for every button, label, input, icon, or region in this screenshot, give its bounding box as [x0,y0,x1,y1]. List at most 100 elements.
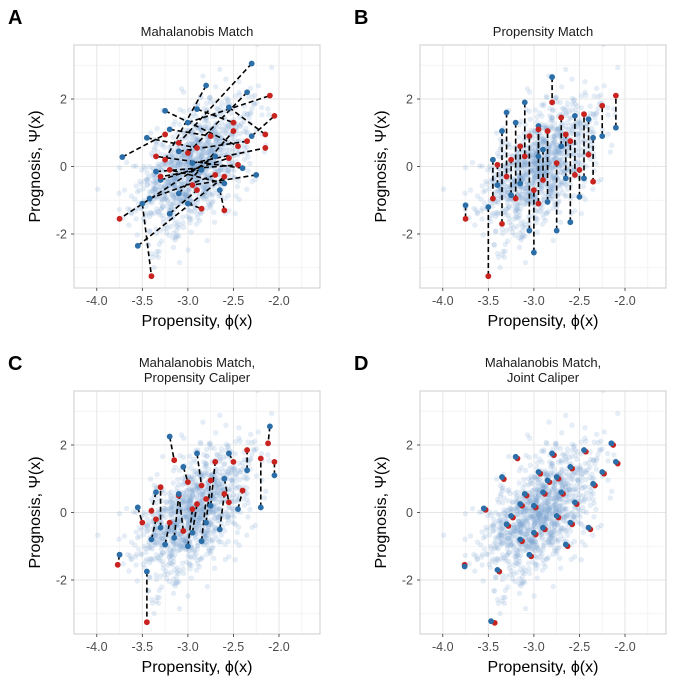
background-point [559,525,565,531]
background-point [218,520,224,526]
background-point [533,497,539,504]
background-point [492,189,499,195]
background-point [547,159,553,165]
background-point [558,532,564,539]
background-point [519,196,525,202]
background-point [529,141,536,148]
background-point [593,111,599,117]
background-point [494,544,500,551]
background-point [497,535,503,542]
background-point [559,496,565,502]
background-point [192,472,198,478]
background-point [551,156,558,162]
treated-point [576,193,583,200]
background-point [539,484,546,491]
background-point [203,117,210,124]
background-point [252,438,258,444]
background-point [528,478,534,484]
background-point [462,190,468,196]
background-point [551,164,557,170]
background-point [505,550,512,556]
background-point [568,556,574,563]
background-point [533,497,539,504]
background-point [554,99,560,105]
background-point [175,524,181,531]
treated-point [530,529,537,536]
background-point [543,472,549,479]
background-point [515,158,521,165]
background-point [509,499,516,506]
background-point [152,145,158,151]
x-tick-label: -3.5 [132,640,154,654]
background-point [563,528,569,534]
background-point [252,522,258,529]
treated-point [221,475,228,482]
background-point [148,189,154,195]
background-point [480,535,487,541]
background-point [116,206,122,213]
background-point [510,549,516,555]
control-point [184,150,191,156]
background-point [487,564,494,571]
background-point [169,500,175,506]
background-point [607,495,614,501]
background-point [564,450,570,457]
background-point [169,504,175,510]
background-point [144,182,150,189]
control-point [494,161,501,168]
background-point [555,126,561,132]
y-tick-label: 2 [60,93,67,107]
background-point [535,492,542,498]
background-point [486,561,492,568]
background-point [194,211,200,217]
background-point [188,209,195,215]
background-point [569,453,575,459]
control-point [585,151,592,158]
background-point [513,557,520,563]
background-point [528,539,535,545]
background-point [526,527,533,534]
background-point [479,183,485,189]
background-point [503,541,509,548]
background-point [598,522,604,529]
background-point [582,460,589,467]
background-point [187,487,194,494]
background-point [494,250,501,257]
background-point [195,488,202,494]
treated-point [488,618,494,625]
background-point [515,518,521,525]
background-point [251,101,257,108]
background-point [565,481,571,488]
background-point [516,590,523,597]
background-point [214,478,220,485]
background-point [258,104,265,111]
panel-letter: A [8,7,22,29]
treated-point [480,505,487,512]
background-point [554,132,560,138]
background-point [206,490,212,496]
background-point [245,168,251,174]
background-point [179,153,185,159]
background-point [555,494,562,501]
background-point [520,542,526,549]
background-point [492,574,499,581]
background-point [549,187,555,193]
treated-point [517,180,524,187]
background-point [557,445,564,452]
background-point [566,473,573,479]
background-point [187,207,193,214]
background-point [188,196,194,203]
background-point [521,524,527,531]
background-point [504,206,510,212]
background-point [578,93,585,99]
background-point [515,158,521,164]
background-point [551,139,557,145]
background-point [549,460,555,467]
treated-point [143,134,150,141]
background-point [144,177,151,183]
background-point [187,220,193,226]
background-point [154,125,160,132]
background-point [533,538,539,545]
background-point [560,161,566,167]
background-point [158,552,165,558]
